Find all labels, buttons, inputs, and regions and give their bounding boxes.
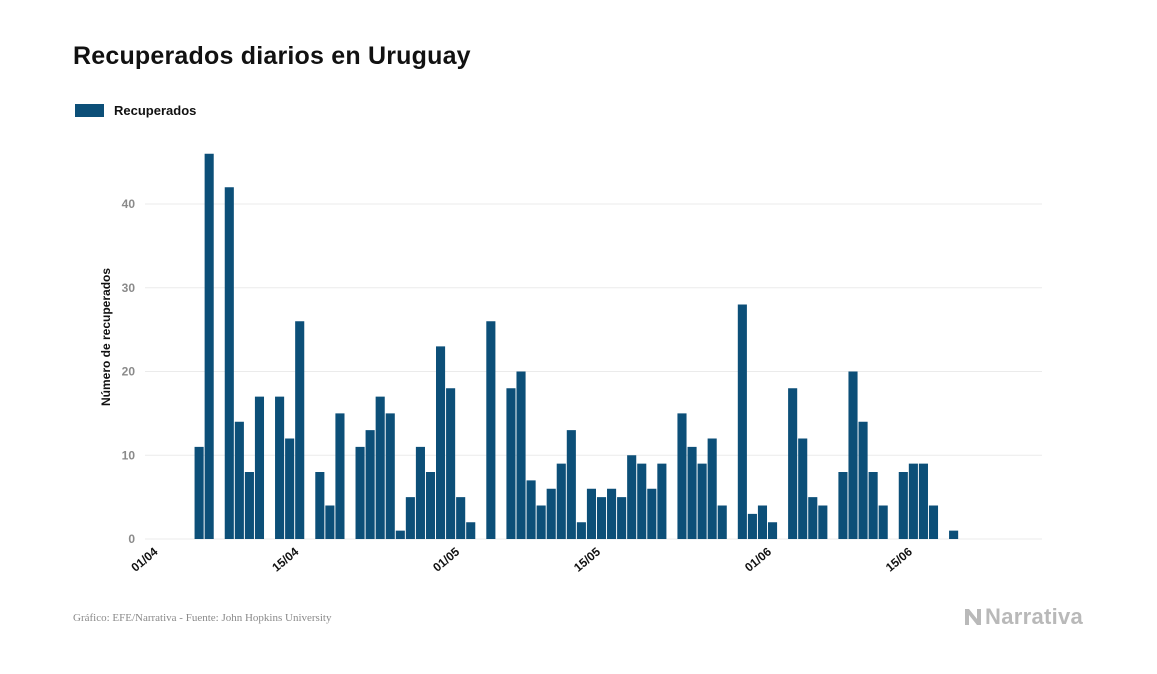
bar (486, 321, 496, 539)
bar (526, 480, 536, 540)
bar (576, 522, 586, 539)
bar (405, 497, 415, 540)
bar (737, 304, 747, 539)
bar (295, 321, 305, 539)
x-axis-ticks: 01/04 15/04 01/05 15/05 01/06 15/06 (128, 544, 915, 574)
bar (838, 472, 848, 539)
bar (697, 463, 707, 540)
bar (446, 388, 456, 539)
y-tick-label: 0 (128, 532, 135, 546)
bar (949, 530, 959, 540)
bar (858, 421, 868, 539)
bar (687, 446, 697, 540)
bar (536, 505, 546, 539)
bar (878, 505, 888, 539)
y-tick-label: 20 (122, 365, 136, 379)
y-axis-label: Número de recuperados (99, 268, 113, 406)
chart-title: Recuperados diarios en Uruguay (73, 42, 471, 70)
narrativa-logo-icon (965, 609, 981, 625)
bar (194, 446, 204, 540)
bar (285, 438, 295, 539)
bar (586, 488, 596, 539)
bar (757, 505, 768, 539)
x-tick-label: 15/04 (269, 544, 301, 574)
bar (204, 153, 214, 539)
bar (436, 346, 446, 540)
bar (818, 505, 828, 539)
grid-lines (145, 203, 1042, 540)
x-tick-label: 01/06 (742, 544, 774, 574)
x-tick-label: 15/05 (571, 544, 603, 574)
brand-name: Narrativa (985, 604, 1084, 629)
bar (506, 388, 516, 539)
bar (275, 396, 285, 540)
bar (808, 497, 818, 540)
bar (415, 446, 425, 540)
bar (456, 497, 466, 540)
bars (194, 153, 959, 540)
bar (607, 488, 617, 539)
bar (868, 472, 878, 539)
legend: Recuperados (75, 103, 196, 118)
bar (717, 505, 727, 539)
bar (898, 472, 908, 539)
bar (546, 488, 556, 539)
bar (395, 530, 405, 540)
bar (747, 513, 757, 540)
bar (315, 472, 325, 539)
y-tick-label: 40 (122, 197, 136, 211)
bar (566, 430, 576, 540)
bar (365, 430, 375, 540)
bar (627, 455, 637, 539)
bar (596, 497, 607, 540)
x-tick-label: 15/06 (883, 544, 915, 574)
bar (234, 421, 244, 539)
bar (677, 413, 687, 540)
bar (918, 463, 928, 540)
bar (788, 388, 798, 539)
bar (928, 505, 939, 539)
legend-swatch (75, 104, 104, 117)
bar (254, 396, 265, 540)
x-tick-label: 01/05 (430, 544, 462, 574)
bar (355, 446, 365, 540)
bar (637, 463, 647, 540)
bar (657, 463, 667, 540)
bar (767, 522, 778, 539)
bar (707, 438, 717, 539)
bar (385, 413, 395, 540)
y-axis-ticks: 0 10 20 30 40 (122, 197, 136, 546)
bar (798, 438, 808, 539)
bar (375, 396, 385, 540)
bar (848, 371, 858, 539)
bar (335, 413, 345, 540)
bar (516, 371, 526, 539)
y-tick-label: 30 (122, 281, 136, 295)
source-credit: Gráfico: EFE/Narrativa - Fuente: John Ho… (73, 612, 332, 624)
y-tick-label: 10 (122, 448, 136, 462)
bar (325, 505, 335, 539)
x-tick-label: 01/04 (128, 544, 160, 574)
brand-logo: Narrativa (963, 604, 1083, 630)
bar (224, 187, 234, 539)
legend-label: Recuperados (114, 103, 197, 118)
bar (466, 522, 476, 539)
bar (425, 472, 436, 539)
bar (908, 463, 918, 540)
bar (556, 463, 566, 540)
bar (244, 472, 254, 539)
bar (647, 488, 657, 539)
bar (617, 497, 627, 540)
